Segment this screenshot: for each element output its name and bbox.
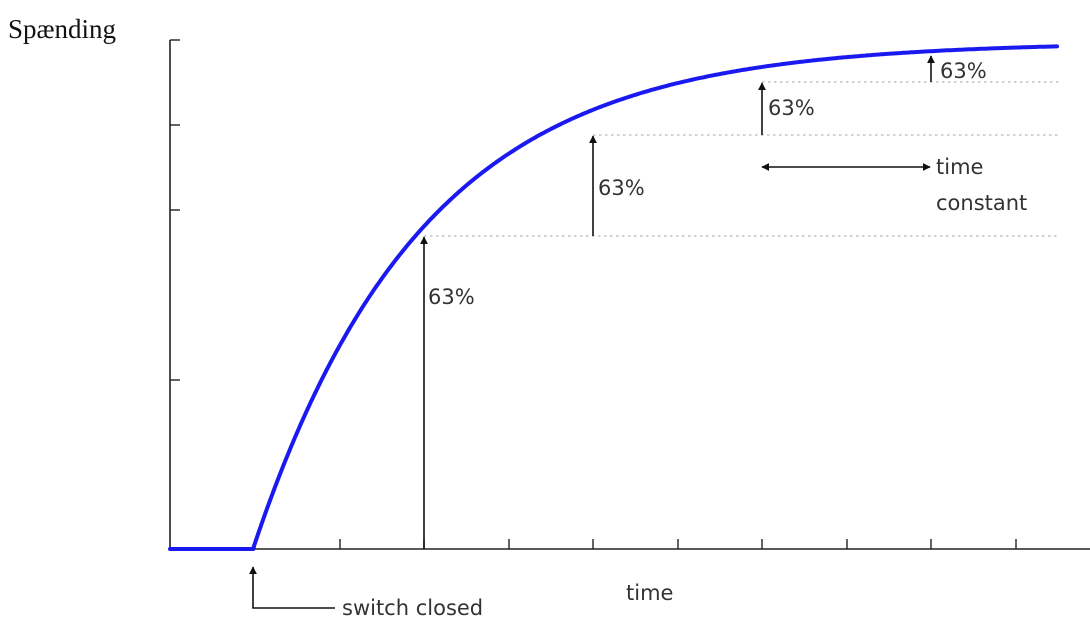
- step-label-3: 63%: [768, 96, 815, 120]
- step-label-4: 63%: [940, 59, 987, 83]
- switch-closed-label: switch closed: [342, 596, 483, 620]
- time-constant-label-line2: constant: [936, 191, 1027, 215]
- switch-closed-pointer-arrow: [249, 566, 335, 609]
- charging-curve: [168, 44, 1059, 551]
- step-label-1: 63%: [428, 285, 475, 309]
- y-axis-label: Spænding: [8, 14, 116, 44]
- time-constant-label-line1: time: [936, 155, 983, 179]
- step-label-2: 63%: [598, 176, 645, 200]
- x-axis-label: time: [626, 581, 673, 605]
